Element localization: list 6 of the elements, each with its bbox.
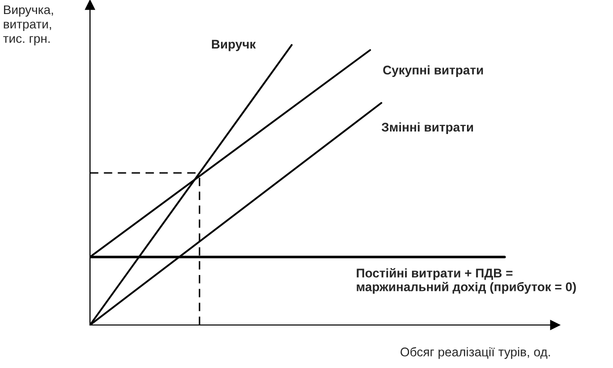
y-axis-title: Виручка, витрати, тис. грн. bbox=[3, 5, 53, 46]
series-label: Постійні витрати + ПДВ = маржинальний дохід (прибуток = 0) bbox=[356, 268, 576, 294]
series-label: Сукупні витрати bbox=[383, 65, 483, 77]
x-axis-title: Обсяг реалізації турів, од. bbox=[400, 347, 550, 359]
series-label: Змінні витрати bbox=[382, 122, 473, 134]
text: Виручк bbox=[212, 40, 256, 52]
